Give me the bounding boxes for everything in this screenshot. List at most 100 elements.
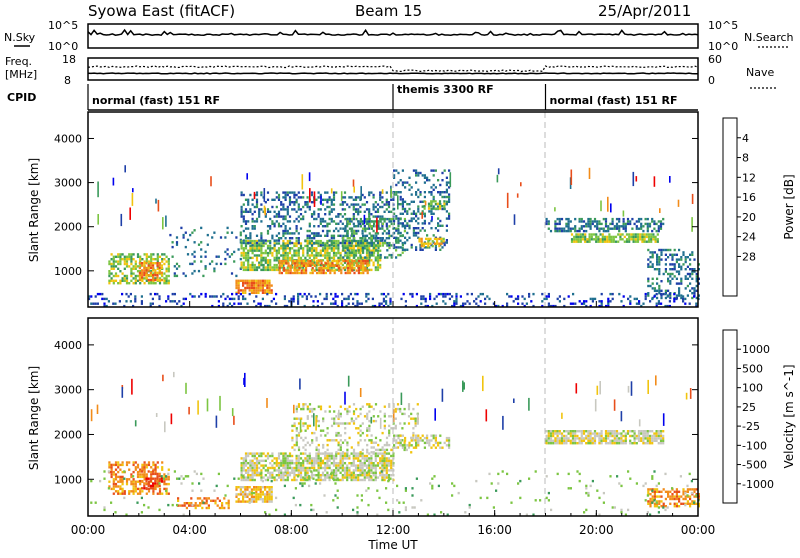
heatmap-cell [362,452,364,454]
heatmap-cell [653,228,655,230]
heatmap-cell [693,292,695,294]
heatmap-cell [313,213,315,215]
heatmap-cell [276,206,278,208]
heatmap-cell [198,295,200,297]
heatmap-cell [268,280,270,282]
heatmap-cell [554,437,556,439]
heatmap-cell [583,300,585,302]
heatmap-cell [205,251,207,253]
heatmap-cell [333,203,335,205]
heatmap-cell [291,446,293,448]
heatmap-cell [368,457,370,459]
heatmap-cell [552,442,554,444]
heatmap-cell [369,256,371,258]
heatmap-cell [386,452,388,454]
heatmap-cell [349,437,351,439]
heatmap-cell [433,444,435,446]
heatmap-cell [291,430,293,432]
heatmap-cell [415,213,417,215]
heatmap-cell [669,280,671,282]
heatmap-cell [439,203,441,205]
heatmap-cell [364,260,366,262]
heatmap-cell [293,474,295,476]
heatmap-cell [251,498,253,500]
heatmap-cell [289,462,291,464]
heatmap-cell [669,263,671,265]
heatmap-cell [241,247,243,249]
heatmap-cell [307,408,309,410]
heatmap-cell [245,242,247,244]
heatmap-cell [296,254,298,256]
heatmap-cell [114,303,116,305]
heatmap-cell [582,233,584,235]
heatmap-cell [342,223,344,225]
heatmap-cell [252,218,254,220]
heatmap-cell [257,303,259,305]
heatmap-cell [623,440,625,442]
heatmap-cell [247,220,249,222]
heatmap-cell [381,303,383,305]
heatmap-cell [262,298,264,300]
heatmap-cell [346,467,348,469]
heatmap-cell [347,249,349,251]
heatmap-cell [597,236,599,238]
heatmap-cell [247,476,249,478]
heatmap-cell [287,211,289,213]
heatmap-cell [348,303,350,305]
heatmap-cell [429,238,431,240]
heatmap-cell [649,251,651,253]
heatmap-cell [161,279,163,281]
heatmap-cell [595,241,597,243]
heatmap-cell [304,257,306,259]
heatmap-cell [342,474,344,476]
heatmap-cell [163,253,165,255]
heatmap-cell [331,235,333,237]
heatmap-cell [293,196,295,198]
heatmap-cell [307,245,309,247]
heatmap-cell [207,234,209,236]
heatmap-cell [249,498,251,500]
heatmap-cell [130,293,132,295]
heatmap-cell [590,432,592,434]
heatmap-cell [265,464,267,466]
heatmap-cell [258,250,260,252]
heatmap-cell [640,437,642,439]
heatmap-cell [625,435,627,437]
heatmap-cell [653,432,655,434]
heatmap-cell [660,290,662,292]
heatmap-cell [243,469,245,471]
heatmap-cell [312,267,314,269]
heatmap-cell [462,303,464,305]
heatmap-cell [415,191,417,193]
heatmap-cell [156,478,158,480]
heatmap-cell [349,228,351,230]
heatmap-cell [252,467,254,469]
heatmap-cell [309,260,311,262]
heatmap-cell [111,272,113,274]
heatmap-cell [658,500,660,502]
heatmap-cell [306,298,308,300]
heatmap-cell [618,228,620,230]
heatmap-cell [574,435,576,437]
heatmap-cell [609,293,611,295]
heatmap-cell [351,218,353,220]
heatmap-cell [360,218,362,220]
heatmap-cell [408,406,410,408]
heatmap-cell [390,464,392,466]
heatmap-cell [331,269,333,271]
heatmap-cell [156,262,158,264]
heatmap-cell [141,295,143,297]
heatmap-cell [185,275,187,277]
heatmap-cell [320,452,322,454]
heatmap-cell [557,218,559,220]
heatmap-cell [152,276,154,278]
heatmap-cell [656,303,658,305]
heatmap-cell [117,493,119,495]
heatmap-cell [276,239,278,241]
heatmap-cell [243,218,245,220]
heatmap-cell [144,282,146,284]
heatmap-cell [312,269,314,271]
heatmap-cell [312,272,314,274]
heatmap-cell [685,278,687,280]
heatmap-cell [246,500,248,502]
